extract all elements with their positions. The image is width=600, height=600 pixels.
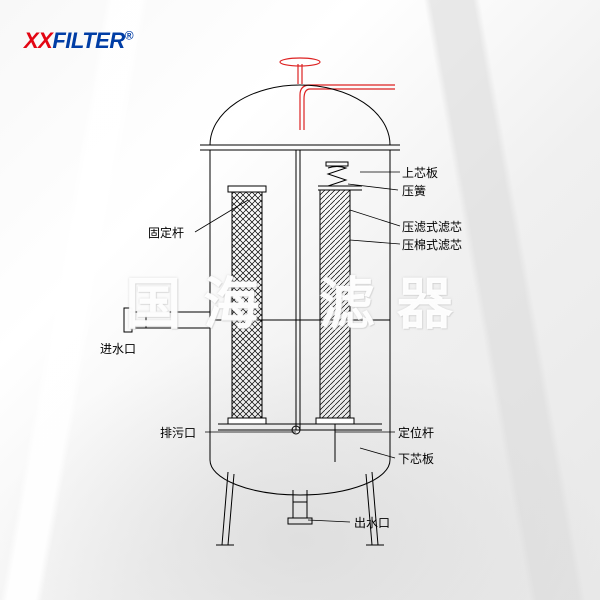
label-press-spring: 压簧	[402, 182, 426, 199]
inlet-pipe	[124, 308, 210, 332]
spring-icon	[326, 162, 348, 186]
filter-cartridge-right	[316, 190, 354, 424]
filter-vessel-diagram	[0, 0, 600, 600]
label-bottom-plate: 下芯板	[398, 450, 434, 467]
label-fixed-rod: 固定杆	[148, 224, 184, 241]
label-drain: 排污口	[160, 424, 196, 441]
label-press-filter2: 压棉式滤芯	[402, 236, 462, 253]
vessel-legs	[216, 472, 384, 545]
label-press-filter1: 压滤式滤芯	[402, 218, 462, 235]
leader-lines	[195, 172, 400, 522]
label-locating-rod: 定位杆	[398, 424, 434, 441]
label-top-plate: 上芯板	[402, 164, 438, 181]
label-outlet: 出水口	[354, 514, 390, 531]
label-inlet: 进水口	[100, 340, 136, 357]
filter-cartridge-left	[228, 186, 266, 424]
top-pipe-red	[280, 58, 395, 130]
